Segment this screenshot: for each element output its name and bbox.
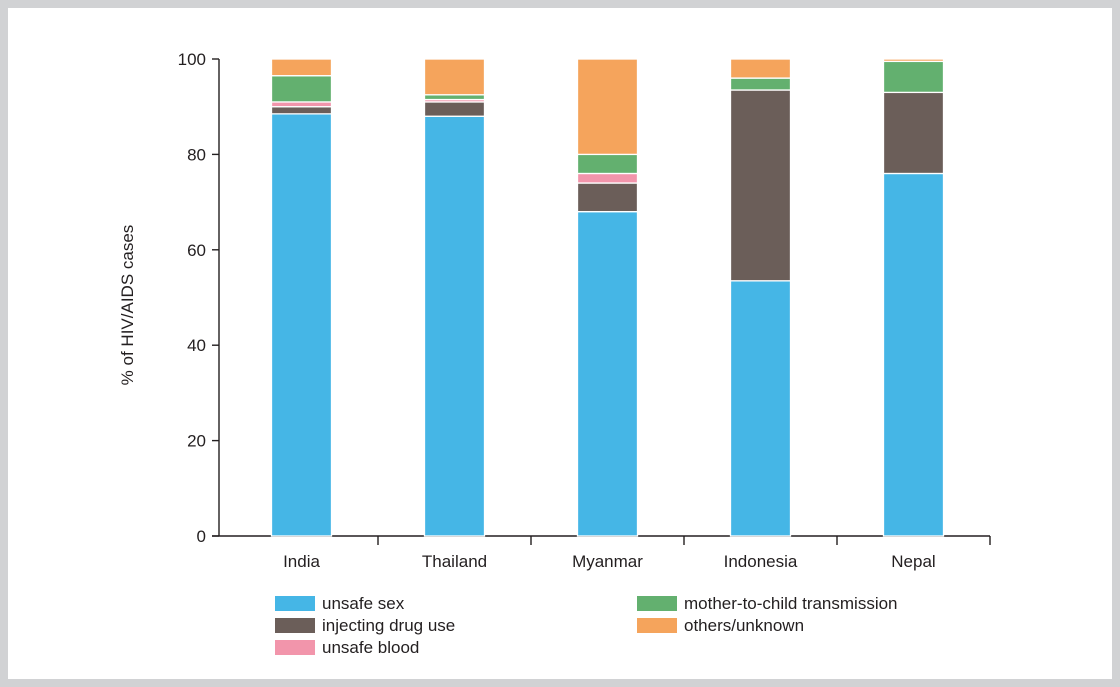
bar-segment-thailand-injecting-drug-use: [423, 101, 486, 117]
y-axis: 0 20 40 60 80 100: [178, 50, 220, 546]
legend-swatch-others-unknown: [637, 618, 677, 633]
x-tick-label: India: [283, 552, 320, 571]
bar-segment-indonesia-unsafe-sex: [729, 280, 792, 537]
bar-segment-nepal-others-unknown: [882, 58, 945, 63]
bar-segment-nepal-mother-to-child-transmission: [882, 60, 945, 94]
y-tick-label: 60: [187, 241, 206, 260]
bar-segment-india-injecting-drug-use: [270, 106, 333, 115]
bar-segment-india-unsafe-blood: [270, 101, 333, 108]
legend-swatch-unsafe-sex: [275, 596, 315, 611]
y-tick-label: 100: [178, 50, 206, 69]
bar-segment-myanmar-unsafe-sex: [576, 210, 639, 537]
chart-panel: 0 20 40 60 80 100 India Thailand Myanmar Indones…: [8, 8, 1112, 679]
bar-segment-india-others-unknown: [270, 58, 333, 77]
y-tick-label: 80: [187, 145, 206, 164]
bar-segment-indonesia-others-unknown: [729, 58, 792, 79]
bar-segment-thailand-mother-to-child-transmission: [423, 94, 486, 101]
legend-swatch-unsafe-blood: [275, 640, 315, 655]
y-axis-label: % of HIV/AIDS cases: [118, 225, 137, 386]
bar-segment-indonesia-mother-to-child-transmission: [729, 77, 792, 91]
bar-segment-indonesia-injecting-drug-use: [729, 89, 792, 282]
x-tick-label: Indonesia: [724, 552, 798, 571]
bar-segment-india-unsafe-sex: [270, 113, 333, 537]
legend-swatch-injecting-drug-use: [275, 618, 315, 633]
stacked-bar-chart: 0 20 40 60 80 100 India Thailand Myanmar Indones…: [118, 50, 991, 657]
legend-swatch-mother-to-child-transmission: [637, 596, 677, 611]
bars: [270, 58, 945, 537]
bar-segment-thailand-unsafe-sex: [423, 115, 486, 537]
bar-segment-myanmar-others-unknown: [576, 58, 639, 156]
bar-segment-thailand-others-unknown: [423, 58, 486, 96]
bar-segment-myanmar-injecting-drug-use: [576, 182, 639, 213]
x-tick-label: Nepal: [891, 552, 935, 571]
bar-segment-india-mother-to-child-transmission: [270, 75, 333, 103]
legend-label-mother-to-child-transmission: mother-to-child transmission: [684, 594, 898, 613]
bar-segment-myanmar-mother-to-child-transmission: [576, 153, 639, 175]
legend-label-injecting-drug-use: injecting drug use: [322, 616, 455, 635]
y-tick-label: 20: [187, 432, 206, 451]
bar-segment-myanmar-unsafe-blood: [576, 172, 639, 184]
y-tick-label: 40: [187, 336, 206, 355]
x-axis: India Thailand Myanmar Indonesia Nepal: [212, 535, 991, 571]
legend: unsafe sex injecting drug use unsafe blood…: [275, 594, 898, 657]
legend-label-unsafe-blood: unsafe blood: [322, 638, 419, 657]
y-tick-label: 0: [197, 527, 206, 546]
x-tick-label: Myanmar: [572, 552, 643, 571]
bar-segment-nepal-unsafe-sex: [882, 172, 945, 537]
x-tick-label: Thailand: [422, 552, 487, 571]
legend-label-others-unknown: others/unknown: [684, 616, 804, 635]
legend-label-unsafe-sex: unsafe sex: [322, 594, 405, 613]
bar-segment-nepal-injecting-drug-use: [882, 91, 945, 175]
